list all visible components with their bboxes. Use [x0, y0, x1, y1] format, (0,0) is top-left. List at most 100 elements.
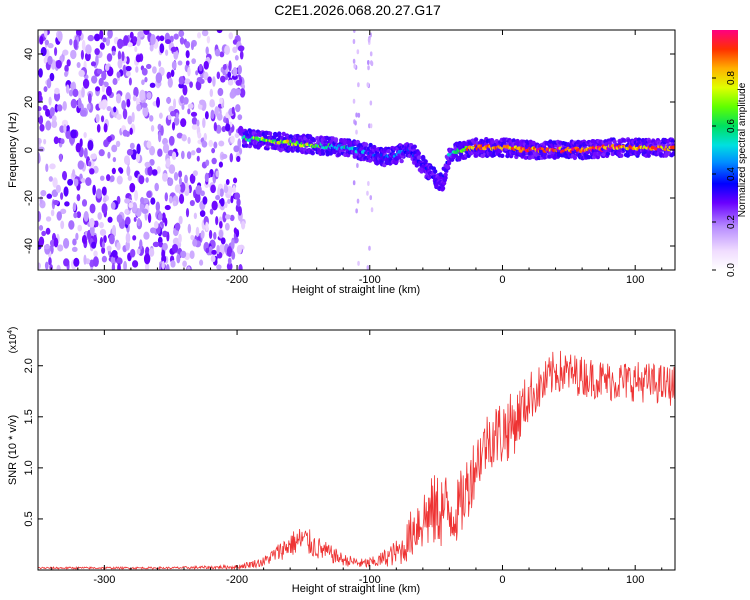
- noise-speckle: [146, 91, 152, 100]
- x-tick-label: -300: [93, 574, 115, 586]
- noise-speckle: [125, 216, 131, 226]
- noise-speckle: [122, 108, 128, 120]
- noise-speckle: [134, 190, 139, 202]
- noise-speckle: [184, 78, 191, 85]
- noise-speckle: [221, 153, 228, 160]
- ridge-halo: [612, 139, 617, 144]
- noise-speckle: [126, 148, 134, 156]
- noise-speckle: [236, 198, 241, 207]
- noise-speckle: [154, 220, 159, 229]
- noise-speckle: [129, 127, 133, 135]
- noise-speckle: [54, 87, 60, 95]
- noise-speckle: [195, 70, 199, 76]
- noise-speckle: [106, 53, 113, 62]
- noise-speckle: [238, 264, 243, 270]
- noise-speckle: [127, 115, 133, 125]
- noise-speckle: [64, 201, 70, 207]
- noise-speckle: [141, 79, 145, 86]
- colorbar-tick-label: 0.2: [726, 215, 737, 229]
- noise-speckle: [237, 138, 242, 149]
- ridge-halo: [420, 154, 426, 160]
- noise-speckle: [145, 63, 152, 70]
- ridge-halo: [412, 144, 417, 149]
- noise-speckle: [201, 140, 208, 148]
- x-tick-label: 0: [499, 574, 505, 586]
- noise-speckle: [148, 247, 155, 257]
- noise-speckle: [85, 177, 92, 186]
- noise-speckle: [179, 37, 185, 45]
- noise-speckle: [60, 208, 67, 215]
- noise-speckle: [66, 59, 71, 67]
- noise-speckle: [162, 172, 168, 182]
- noise-speckle: [199, 78, 205, 85]
- noise-speckle: [122, 129, 128, 137]
- noise-speckle: [209, 88, 214, 98]
- noise-speckle: [367, 60, 370, 66]
- noise-speckle: [141, 68, 148, 76]
- noise-speckle: [228, 32, 234, 40]
- noise-speckle: [97, 212, 103, 220]
- noise-speckle: [173, 116, 180, 126]
- noise-speckle: [111, 262, 116, 270]
- noise-speckle: [38, 224, 44, 231]
- noise-speckle: [68, 89, 74, 97]
- noise-speckle: [211, 249, 217, 255]
- ridge-halo: [619, 153, 624, 158]
- noise-speckle: [38, 94, 43, 103]
- noise-speckle: [198, 63, 203, 72]
- noise-speckle: [180, 118, 187, 128]
- noise-speckle: [142, 105, 149, 117]
- noise-speckle: [95, 86, 101, 92]
- heatmap-marks: [38, 30, 675, 270]
- x-tick-label: -100: [359, 574, 381, 586]
- noise-speckle: [181, 134, 187, 142]
- noise-speckle: [95, 188, 102, 199]
- noise-speckle: [216, 264, 222, 270]
- noise-speckle: [190, 111, 198, 117]
- noise-speckle: [155, 201, 161, 212]
- noise-speckle: [216, 30, 223, 34]
- noise-speckle: [51, 115, 57, 122]
- noise-speckle: [180, 150, 185, 160]
- noise-speckle: [366, 265, 370, 270]
- noise-speckle: [61, 170, 68, 180]
- noise-speckle: [210, 109, 215, 120]
- noise-speckle: [49, 264, 53, 270]
- noise-speckle: [55, 184, 61, 193]
- noise-speckle: [80, 49, 84, 60]
- noise-speckle: [116, 214, 123, 223]
- noise-speckle: [44, 39, 50, 46]
- snr-marks: [38, 350, 675, 570]
- y-tick-label: 1.0: [23, 460, 35, 475]
- noise-speckle: [232, 46, 238, 54]
- noise-speckle: [158, 112, 163, 119]
- noise-speckle: [226, 246, 233, 258]
- noise-speckle: [64, 64, 69, 73]
- ridge-halo: [497, 148, 503, 154]
- noise-speckle: [45, 216, 52, 222]
- noise-speckle: [356, 198, 360, 204]
- ridge-halo: [267, 131, 273, 136]
- noise-speckle: [178, 30, 185, 38]
- noise-speckle: [370, 207, 374, 213]
- noise-speckle: [187, 103, 194, 109]
- noise-speckle: [152, 241, 160, 248]
- noise-speckle: [124, 208, 129, 215]
- noise-speckle: [208, 229, 213, 239]
- noise-speckle: [206, 35, 211, 44]
- noise-speckle: [215, 215, 219, 226]
- noise-speckle: [144, 262, 150, 270]
- ridge-halo: [281, 131, 286, 137]
- ridge-halo: [368, 142, 373, 148]
- noise-speckle: [77, 224, 83, 232]
- noise-speckle: [101, 186, 107, 196]
- noise-speckle: [107, 216, 113, 223]
- ridge-halo: [423, 159, 428, 164]
- noise-speckle: [83, 132, 87, 139]
- noise-speckle: [139, 239, 143, 251]
- noise-speckle: [193, 212, 198, 220]
- noise-speckle: [355, 208, 358, 214]
- noise-speckle: [87, 93, 92, 104]
